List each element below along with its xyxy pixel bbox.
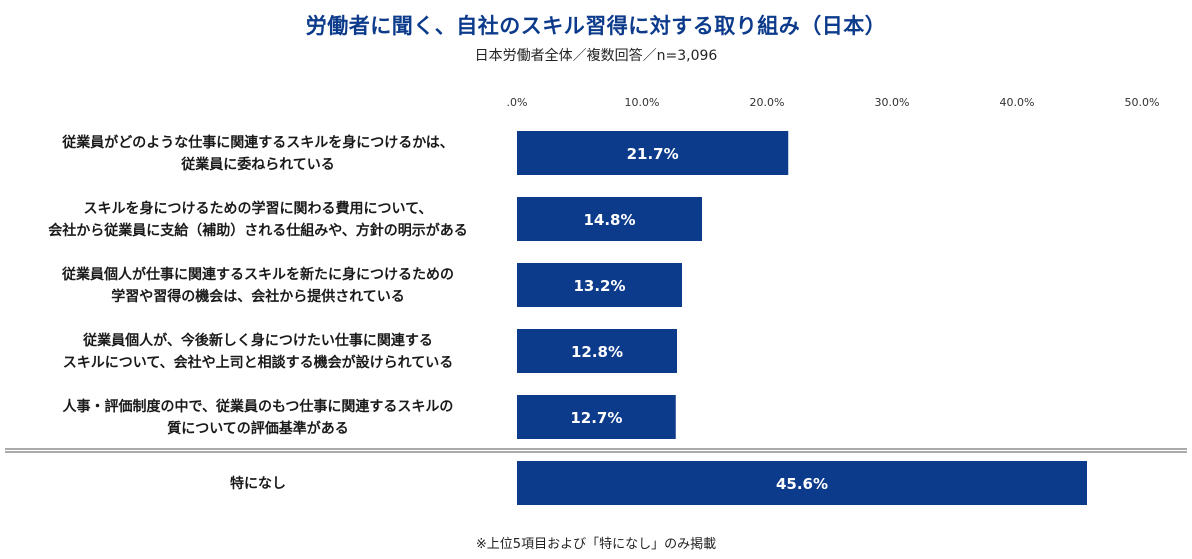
category-label: 会社から従業員に支給（補助）される仕組みや、方針の明示がある (48, 222, 468, 239)
bar (517, 263, 682, 307)
x-tick-label: 30.0% (875, 96, 910, 109)
x-tick-label: .0% (507, 96, 528, 109)
footnote: ※上位5項目および「特になし」のみ掲載 (475, 537, 717, 552)
x-tick-label: 40.0% (1000, 96, 1035, 109)
category-label: 特になし (230, 475, 286, 492)
bar-value-label: 45.6% (776, 475, 828, 493)
bar (517, 329, 677, 373)
bar (517, 197, 702, 241)
bar-value-label: 12.8% (571, 343, 623, 361)
category-label: スキルを身につけるための学習に関わる費用について、 (84, 200, 433, 217)
bar-value-label: 13.2% (573, 277, 625, 295)
category-label: 学習や習得の機会は、会社から提供されている (111, 288, 405, 305)
category-label: 従業員がどのような仕事に関連するスキルを身につけるかは、 (61, 134, 453, 151)
bar-value-label: 14.8% (583, 211, 635, 229)
x-tick-label: 50.0% (1125, 96, 1160, 109)
bar (517, 131, 789, 175)
x-tick-label: 20.0% (750, 96, 785, 109)
category-label: 従業員個人が、今後新しく身につけたい仕事に関連する (82, 332, 433, 349)
category-label: 従業員に委ねられている (180, 156, 335, 173)
bar-value-label: 12.7% (570, 409, 622, 427)
chart-subtitle: 日本労働者全体／複数回答／n=3,096 (474, 48, 718, 64)
bar-value-label: 21.7% (627, 145, 679, 163)
category-label: スキルについて、会社や上司と相談する機会が設けられている (63, 354, 453, 371)
bar (517, 461, 1087, 505)
category-label: 質についての評価基準がある (167, 420, 349, 437)
bar (517, 395, 676, 439)
category-label: 従業員個人が仕事に関連するスキルを新たに身につけるための (61, 266, 454, 283)
chart-title: 労働者に聞く、自社のスキル習得に対する取り組み（日本） (305, 14, 887, 38)
x-tick-label: 10.0% (625, 96, 660, 109)
category-label: 人事・評価制度の中で、従業員のもつ仕事に関連するスキルの (63, 398, 454, 415)
